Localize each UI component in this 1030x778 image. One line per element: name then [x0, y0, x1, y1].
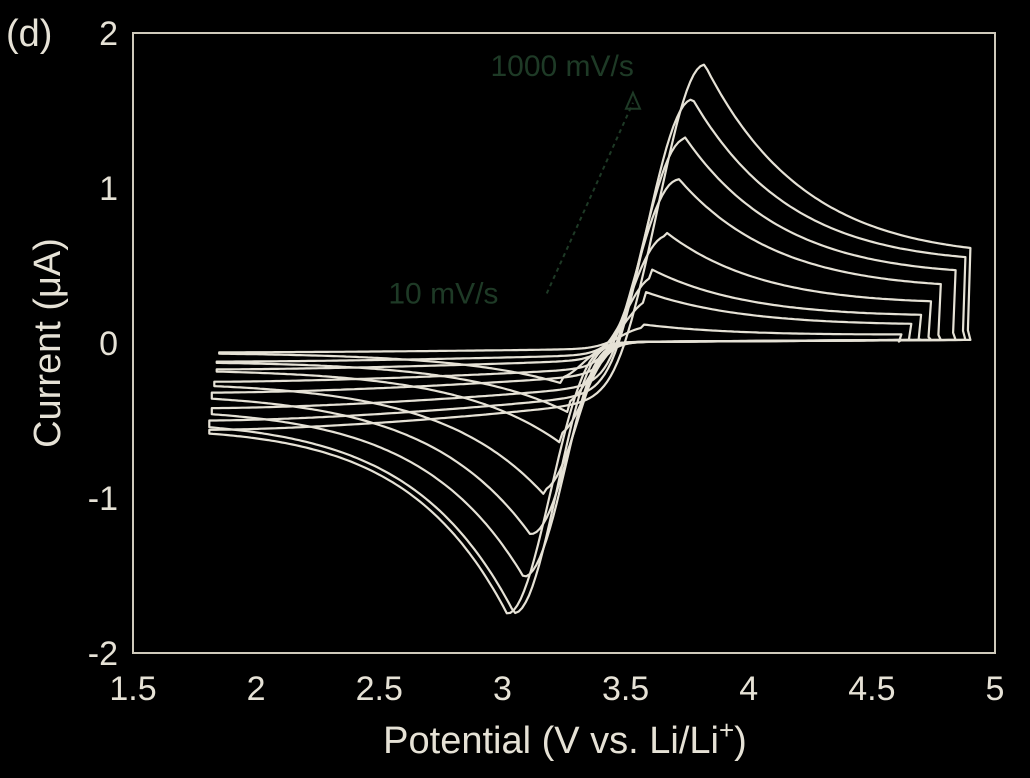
- x-ticks: 1.5 2 2.5 3 3.5 4 4.5 5: [109, 670, 1004, 708]
- x-tick-label: 3.5: [602, 670, 649, 708]
- cv-curve: [218, 323, 903, 384]
- cv-curves: [208, 63, 972, 615]
- x-tick-label: 1.5: [109, 670, 156, 708]
- panel-label: (d): [6, 13, 52, 55]
- x-axis-title-close: ): [734, 720, 747, 762]
- x-tick-label: 5: [986, 670, 1005, 708]
- x-tick-label: 2: [247, 670, 266, 708]
- x-tick-label: 2.5: [356, 670, 403, 708]
- annotation-arrowhead: [624, 90, 642, 110]
- y-tick-label: 1: [99, 170, 118, 208]
- cv-curve: [213, 231, 933, 495]
- scan-rate-annotation: 1000 mV/s: [490, 50, 633, 83]
- x-axis-title-sup: +: [719, 715, 734, 745]
- x-tick-label: 3: [493, 670, 512, 708]
- x-axis-title: Potential (V vs. Li/Li+): [383, 715, 747, 762]
- x-tick-label: 4.5: [848, 670, 895, 708]
- cv-curve: [208, 63, 972, 615]
- plot-frame: [132, 32, 996, 654]
- cv-curve: [210, 136, 957, 578]
- cv-curve: [210, 178, 942, 535]
- x-tick-label: 4: [739, 670, 758, 708]
- scan-rate-annotation: 10 mV/s: [388, 278, 498, 311]
- y-tick-label: -2: [88, 635, 118, 673]
- cv-curve: [208, 98, 967, 615]
- annotation-arrow: [545, 102, 634, 294]
- y-tick-label: -1: [88, 480, 118, 518]
- x-axis-title-main: Potential (V vs. Li/Li: [383, 720, 719, 762]
- y-tick-label: 2: [99, 15, 118, 53]
- annotations: 1000 mV/s 10 mV/s: [388, 50, 642, 311]
- y-ticks: 2 1 0 -1 -2: [88, 15, 118, 673]
- y-axis-title: Current (μA): [27, 238, 69, 448]
- y-tick-label: 0: [99, 325, 118, 363]
